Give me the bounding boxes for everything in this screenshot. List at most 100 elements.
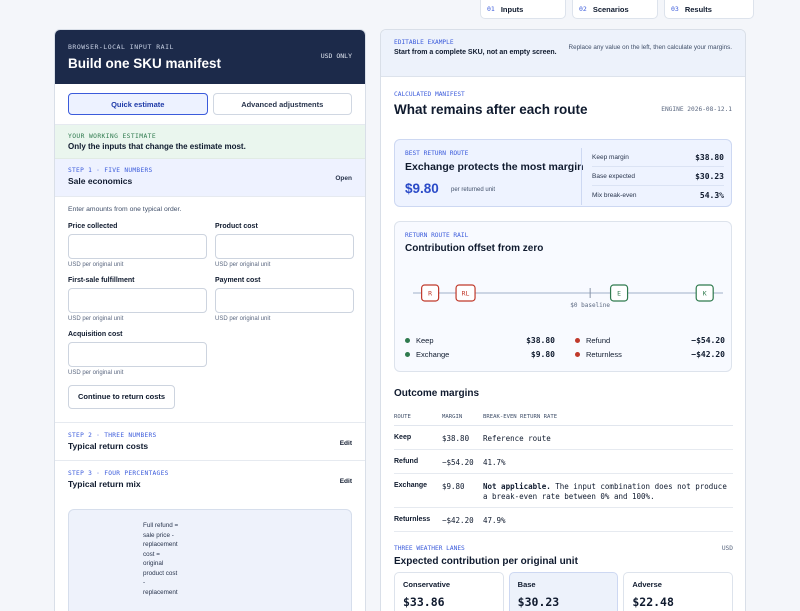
best-route-value: $9.80	[405, 181, 439, 196]
legend-name: Keep	[416, 336, 434, 345]
return-route-rail-card: RETURN ROUTE RAIL Contribution offset fr…	[394, 221, 732, 372]
step-1-eyebrow: STEP 1 · FIVE NUMBERS	[68, 167, 153, 174]
step-3-edit-button[interactable]: Edit	[339, 478, 352, 485]
table-row: Refund −$54.20 41.7%	[394, 449, 733, 474]
field-hint: USD per original unit	[215, 316, 271, 322]
results-panel: EDITABLE EXAMPLE Start from a complete S…	[380, 29, 746, 611]
rate-text: Reference route	[483, 433, 551, 443]
step-2-edit-button[interactable]: Edit	[339, 440, 352, 447]
outcome-title: Outcome margins	[394, 388, 480, 399]
currency-badge: USD ONLY	[320, 52, 352, 60]
legend-dot	[405, 338, 410, 343]
stat-value: 54.3%	[699, 191, 724, 200]
weather-lanes: Conservative $33.86 Base $30.23 Adverse $22…	[394, 572, 734, 611]
legend-name: Refund	[586, 336, 611, 345]
route-marker-k: K	[695, 284, 714, 302]
step-2-eyebrow: STEP 2 · THREE NUMBERS	[68, 432, 157, 439]
svg-text:RL: RL	[462, 290, 470, 298]
working-estimate-eyebrow: YOUR WORKING ESTIMATE	[68, 133, 157, 140]
margin-cell: $38.80	[442, 425, 483, 450]
editable-example-banner: EDITABLE EXAMPLE Start from a complete S…	[381, 30, 745, 77]
route-cell: Keep	[394, 425, 442, 450]
outcome-table: ROUTE MARGIN BREAK-EVEN RETURN RATE Keep…	[394, 409, 733, 532]
rate-bold-text: Not applicable.	[483, 481, 551, 491]
formula-line: replacement	[143, 541, 178, 548]
payment-cost-input[interactable]	[215, 288, 354, 313]
route-cell: Exchange	[394, 473, 442, 508]
field-hint: USD per original unit	[68, 316, 124, 322]
mode-switch: Quick estimate Advanced adjustments	[55, 84, 365, 125]
rate-cell: Not applicable. The input combination do…	[483, 473, 733, 508]
rate-cell: 41.7%	[483, 449, 733, 474]
working-estimate-banner: YOUR WORKING ESTIMATE Only the inputs th…	[55, 125, 365, 159]
route-cell: Returnless	[394, 507, 442, 532]
legend-item-exchange: Exchange $9.80	[405, 350, 555, 359]
advanced-adjustments-button[interactable]: Advanced adjustments	[212, 93, 352, 115]
price-collected-field: Price collected USD per original unit	[68, 223, 207, 268]
best-route-title: Exchange protects the most margin	[405, 161, 584, 173]
stat-row: Base expected $30.23	[592, 167, 724, 186]
lane-name: Base	[517, 580, 536, 589]
table-row: Keep $38.80 Reference route	[394, 425, 733, 450]
formula-line: product cost	[143, 569, 178, 577]
step-tabs: 01 Inputs 02 Scenarios 03 Results	[480, 0, 754, 19]
rate-text: The input combination does not produce a…	[483, 481, 727, 501]
table-row: Exchange $9.80 Not applicable. The input…	[394, 473, 733, 508]
best-route-eyebrow: BEST RETURN ROUTE	[405, 150, 469, 157]
legend-value: −$42.20	[691, 350, 725, 359]
stat-value: $38.80	[695, 152, 724, 162]
step-1-open-toggle[interactable]: Open	[335, 175, 352, 182]
field-label: Acquisition cost	[68, 331, 123, 338]
legend-dot	[575, 338, 580, 343]
weather-lanes-section: THREE WEATHER LANES USD Expected contrib…	[394, 545, 734, 611]
best-route-stats: Keep margin $38.80 Base expected $30.23 Mi…	[581, 148, 724, 205]
step-tab-scenarios[interactable]: 02 Scenarios	[572, 0, 658, 19]
acquisition-cost-input[interactable]	[68, 342, 207, 367]
return-mix-card: Full refund = sale price - replacement c…	[68, 509, 352, 611]
first-sale-fulfillment-input[interactable]	[68, 288, 207, 313]
weather-title: Expected contribution per original unit	[394, 556, 578, 567]
rate-cell: Reference route	[483, 425, 733, 450]
legend-value: $38.80	[526, 336, 555, 345]
route-marker-r: R	[421, 284, 440, 302]
formula-line: Full refund =	[143, 522, 179, 529]
step-tab-results[interactable]: 03 Results	[664, 0, 754, 19]
stat-value: $30.23	[695, 171, 724, 181]
manifest-header: CALCULATED MANIFEST What remains after e…	[381, 77, 745, 127]
manifest-title: What remains after each route	[394, 102, 588, 117]
svg-text:R: R	[428, 290, 432, 298]
formula-line: original	[143, 560, 164, 567]
table-header-row: ROUTE MARGIN BREAK-EVEN RETURN RATE	[394, 409, 733, 426]
continue-to-return-costs-button[interactable]: Continue to return costs	[68, 385, 176, 409]
manifest-eyebrow: CALCULATED MANIFEST	[394, 91, 465, 98]
field-label: First-sale fulfillment	[68, 277, 135, 284]
product-cost-input[interactable]	[215, 234, 354, 259]
first-sale-fulfillment-field: First-sale fulfillment USD per original …	[68, 277, 207, 322]
margin-cell: −$42.20	[442, 507, 483, 532]
margin-cell: −$54.20	[442, 449, 483, 474]
column-header: ROUTE	[394, 409, 442, 426]
working-estimate-text: Only the inputs that change the estimate…	[68, 142, 246, 151]
step-2-header[interactable]: STEP 2 · THREE NUMBERS Typical return co…	[55, 423, 365, 461]
legend-name: Returnless	[586, 350, 622, 359]
step-1-header[interactable]: STEP 1 · FIVE NUMBERS Sale economics Ope…	[55, 159, 365, 197]
field-label: Price collected	[68, 223, 118, 230]
legend-item-returnless: Returnless −$42.20	[575, 350, 725, 359]
step-tab-inputs[interactable]: 01 Inputs	[480, 0, 566, 19]
engine-version: ENGINE 2026-08-12.1	[661, 106, 732, 113]
step-3-header[interactable]: STEP 3 · FOUR PERCENTAGES Typical return…	[55, 461, 365, 499]
route-marker-e: E	[609, 284, 629, 302]
lane-value: $33.86	[403, 595, 445, 609]
sale-economics-form: Enter amounts from one typical order. Pr…	[55, 197, 365, 423]
formula-line: sale price -	[143, 531, 174, 539]
formula-line: replacement	[143, 588, 178, 596]
svg-text:K: K	[703, 290, 707, 298]
price-collected-input[interactable]	[68, 234, 207, 259]
field-label: Payment cost	[215, 277, 261, 284]
refund-formula: Full refund = sale price - replacement c…	[143, 521, 187, 597]
legend-name: Exchange	[416, 350, 450, 359]
field-label: Product cost	[215, 223, 258, 230]
quick-estimate-button[interactable]: Quick estimate	[68, 93, 208, 115]
route-rail-chart: $0 baseline R RL E K	[413, 284, 723, 309]
legend-dot	[575, 352, 580, 357]
